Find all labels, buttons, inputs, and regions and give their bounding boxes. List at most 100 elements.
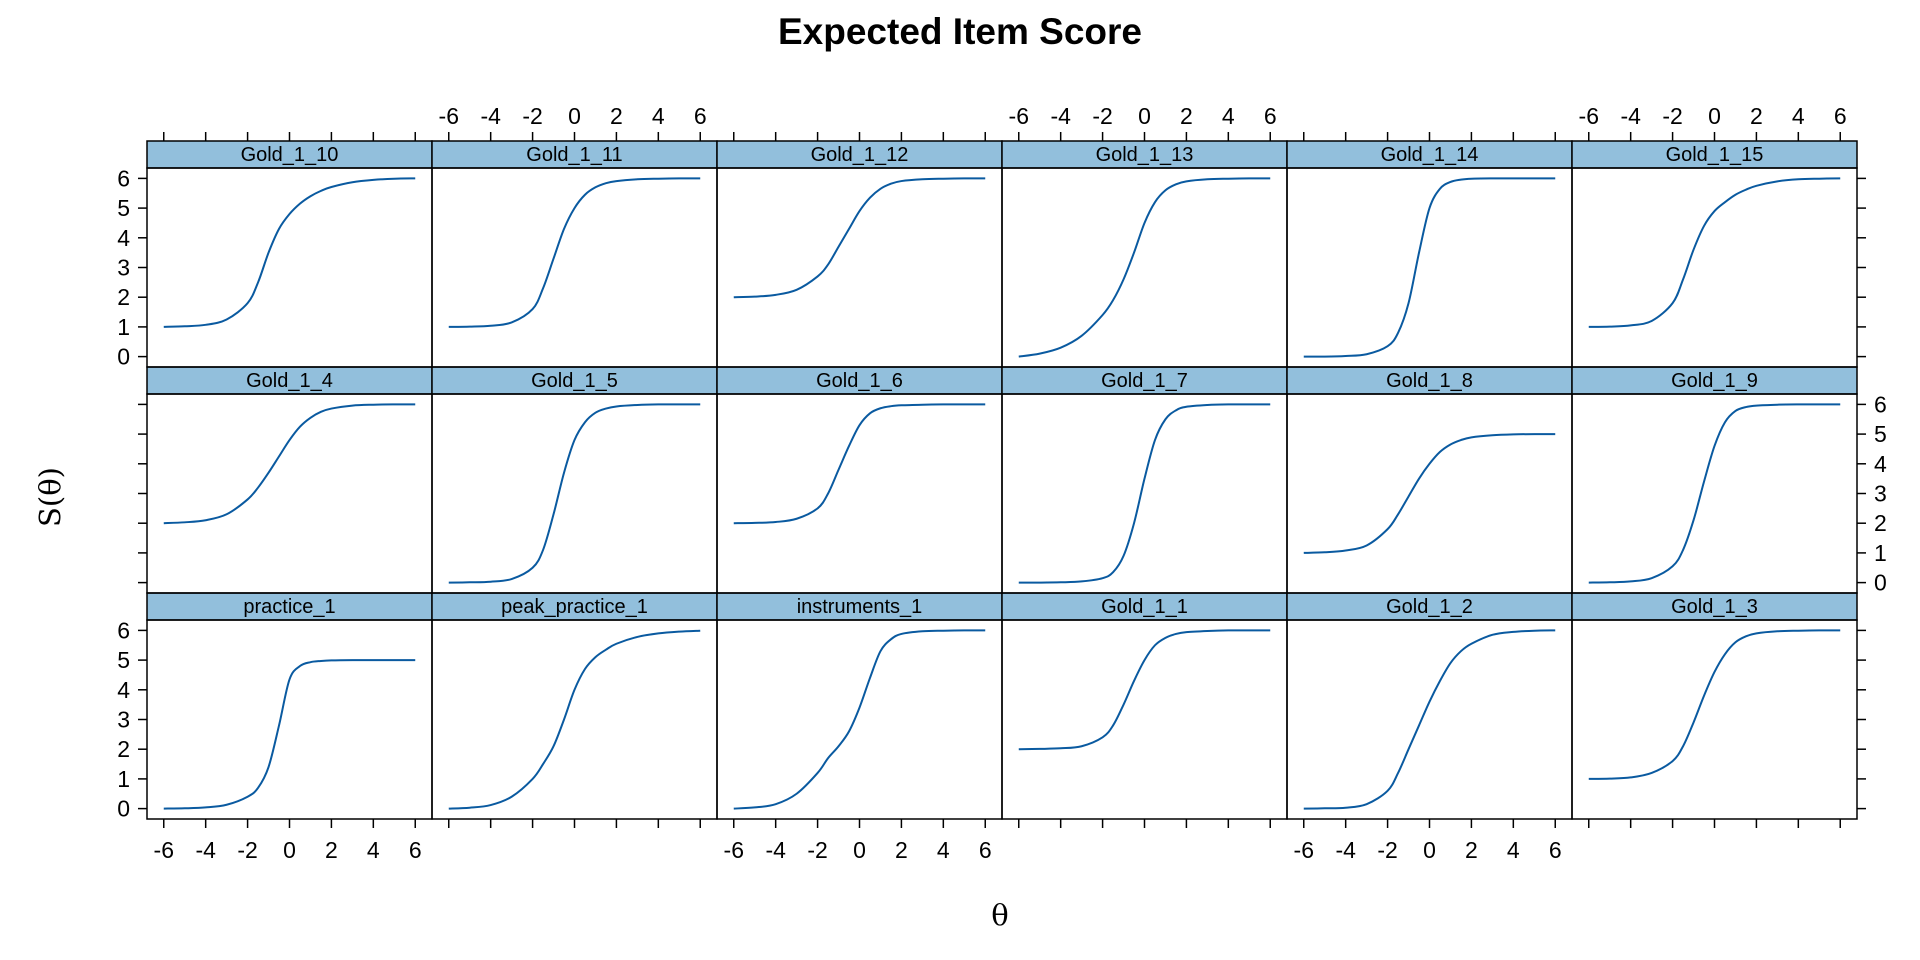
panel-Gold_1_5: Gold_1_5 [431,366,718,594]
strip-label: Gold_1_6 [816,370,903,392]
y-tick-label: 4 [117,677,130,703]
x-tick-label: -6 [154,837,174,863]
strip [146,592,433,621]
strip-label: Gold_1_5 [531,370,618,392]
panel-frame [1001,167,1288,368]
x-tick-label: 2 [1180,103,1193,129]
panel-Gold_1_2: Gold_1_2 [1286,592,1573,820]
panel-frame [1571,393,1858,594]
panel-Gold_1_14: Gold_1_14 [1286,140,1573,368]
strip-label: Gold_1_8 [1386,370,1473,392]
x-tick-label: 4 [1792,103,1805,129]
x-tick-label: -4 [1620,103,1641,129]
x-tick-label: 6 [1264,103,1277,129]
strip-label: Gold_1_2 [1386,596,1473,618]
panel-frame [146,393,433,594]
strip-label: Gold_1_15 [1666,144,1764,166]
y-tick-label: 0 [117,344,130,370]
series-line-instruments_1 [733,629,986,810]
y-tick-label: 1 [117,766,130,792]
x-tick-label: 0 [283,837,296,863]
series-line-Gold_1_11 [448,177,701,328]
series-line-Gold_1_5 [448,403,701,584]
y-tick-label: 2 [117,736,130,762]
panel-frame [716,167,1003,368]
x-tick-label: 4 [652,103,665,129]
x-tick-label: -4 [1050,103,1071,129]
y-tick-label: 5 [117,195,130,221]
panel-frame [146,619,433,820]
panel-frame [1001,393,1288,594]
y-tick-label: 3 [117,707,130,733]
y-tick-label: 3 [117,255,130,281]
panel-frame [146,167,433,368]
x-tick-label: -2 [807,837,827,863]
panel-frame [431,619,718,820]
panel-frame [1286,393,1573,594]
series-line-Gold_1_15 [1588,177,1841,328]
series-line-practice_1 [163,659,416,810]
x-tick-label: -4 [1335,837,1356,863]
x-tick-label: -6 [1294,837,1314,863]
panel-Gold_1_15: Gold_1_15 [1571,140,1858,368]
x-tick-label: -4 [765,837,786,863]
panel-frame [431,167,718,368]
panel-Gold_1_11: Gold_1_11 [431,140,718,368]
strip [1571,592,1858,621]
panel-frame [1571,619,1858,820]
y-tick-label: 1 [1874,540,1887,566]
series-line-Gold_1_14 [1303,177,1556,358]
x-tick-label: -4 [480,103,501,129]
x-tick-label: -6 [1579,103,1599,129]
x-tick-label: 2 [895,837,908,863]
series-line-peak_practice_1 [448,629,701,810]
x-tick-label: 6 [1549,837,1562,863]
y-tick-label: 4 [1874,451,1887,477]
y-tick-label: 1 [117,314,130,340]
strip-label: Gold_1_10 [241,144,339,166]
x-tick-label: 2 [1465,837,1478,863]
x-tick-label: -2 [237,837,257,863]
x-tick-label: -2 [522,103,542,129]
panel-practice_1: practice_1 [146,592,433,820]
strip-label: practice_1 [243,596,335,618]
strip-label: Gold_1_3 [1671,596,1758,618]
x-tick-label: 0 [568,103,581,129]
series-line-Gold_1_13 [1018,177,1271,358]
x-tick-label: 6 [694,103,707,129]
strip-label: Gold_1_13 [1096,144,1194,166]
strip-label: Gold_1_4 [246,370,333,392]
x-tick-label: -4 [195,837,216,863]
panel-frame [1286,167,1573,368]
series-line-Gold_1_8 [1303,433,1556,554]
x-tick-label: 2 [325,837,338,863]
y-tick-label: 0 [117,796,130,822]
y-tick-label: 5 [117,647,130,673]
y-tick-label: 0 [1874,570,1887,596]
strip [1571,366,1858,395]
panel-Gold_1_6: Gold_1_6 [716,366,1003,594]
series-line-Gold_1_4 [163,403,416,525]
panel-peak_practice_1: peak_practice_1 [431,592,718,820]
x-axis-label: θ [991,898,1008,932]
chart-title: Expected Item Score [778,11,1142,52]
x-tick-label: 0 [853,837,866,863]
y-tick-label: 5 [1874,421,1887,447]
x-tick-label: 0 [1138,103,1151,129]
x-tick-label: -2 [1662,103,1682,129]
x-tick-label: -2 [1377,837,1397,863]
series-line-Gold_1_9 [1588,403,1841,584]
panel-Gold_1_8: Gold_1_8 [1286,366,1573,594]
panel-Gold_1_1: Gold_1_1 [1001,592,1288,820]
panel-Gold_1_12: Gold_1_12 [716,140,1003,368]
series-line-Gold_1_6 [733,403,986,525]
x-tick-label: 4 [937,837,950,863]
strip [431,366,718,395]
panel-frame [1001,619,1288,820]
x-tick-label: 4 [367,837,380,863]
panel-frame [716,619,1003,820]
strip-label: instruments_1 [797,596,923,618]
x-tick-label: -6 [724,837,744,863]
x-tick-label: 2 [610,103,623,129]
